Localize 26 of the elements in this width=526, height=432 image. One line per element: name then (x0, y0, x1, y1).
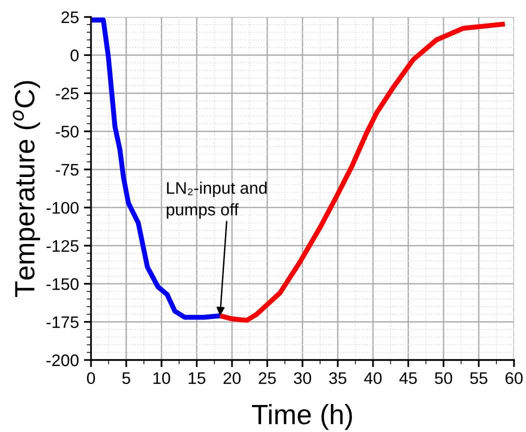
y-tick-label: 25 (61, 11, 78, 24)
y-tick-label: 0 (70, 50, 79, 62)
x-tick-label: 35 (329, 372, 346, 384)
x-tick-label: 40 (364, 372, 382, 384)
x-tick-label: 25 (258, 372, 276, 384)
x-tick-label: 60 (506, 372, 523, 384)
x-tick-label: 50 (434, 372, 452, 384)
annotation: LN₂-input and pumps off (166, 182, 267, 219)
y-tick-label: -175 (46, 316, 78, 328)
x-tick-label: 55 (470, 372, 488, 384)
y-tick-label: -200 (46, 354, 79, 366)
y-tick-label: -150 (46, 278, 79, 290)
x-tick-label: 0 (87, 372, 95, 384)
x-tick-label: 30 (294, 372, 312, 384)
y-tick-label: -125 (46, 240, 78, 252)
y-tick-label: -50 (56, 126, 79, 138)
x-tick-label: 20 (224, 372, 241, 384)
x-axis-title: Time (h) (252, 404, 352, 430)
x-tick-label: 5 (122, 372, 130, 384)
y-axis-title: Temperature ($^{o}$C) (12, 81, 40, 298)
x-tick-label: 15 (188, 372, 206, 384)
y-tick-label: -75 (56, 164, 78, 176)
y-tick-label: -25 (56, 88, 78, 100)
x-tick-label: 45 (399, 372, 417, 384)
y-tick-label: -100 (46, 202, 79, 214)
x-tick-label: 10 (154, 372, 170, 384)
